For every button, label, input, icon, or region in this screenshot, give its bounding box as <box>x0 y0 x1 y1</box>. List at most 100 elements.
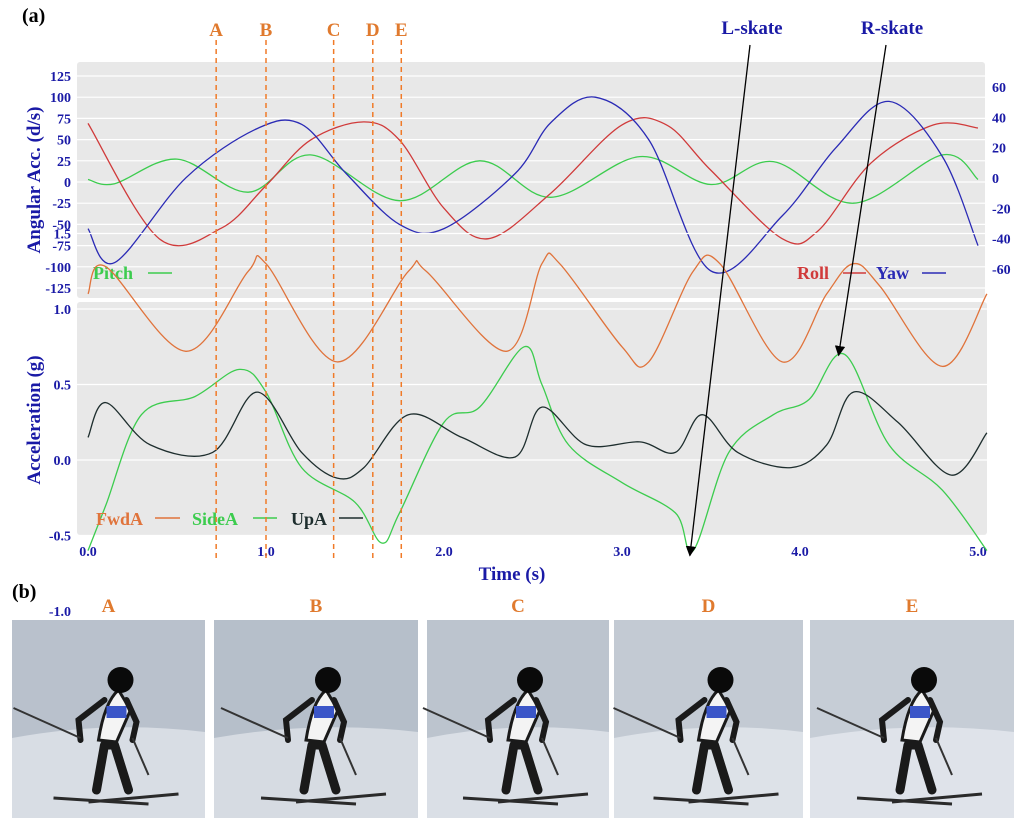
head <box>107 667 134 693</box>
r-skate-arrow <box>834 44 887 357</box>
legs <box>895 740 937 795</box>
acceleration-chart: 1.51.00.50.0-0.5-1.0 0.0 1.0 2.0 3.0 4.0 5.0 … <box>24 228 988 621</box>
legend-roll-text: Roll <box>797 263 829 283</box>
top-legend-right: Roll Yaw <box>797 263 946 283</box>
x-tick-label: 4.0 <box>791 545 809 560</box>
top-y-tick-label: 0 <box>64 176 71 191</box>
photo-b: B <box>214 596 418 818</box>
bottom-y-tick-label: 1.0 <box>54 303 72 318</box>
ski <box>295 792 387 804</box>
x-tick-label: 3.0 <box>613 545 631 560</box>
arm <box>675 697 708 743</box>
top-y2-tick-label: -40 <box>992 233 1011 248</box>
x-tick-label: 0.0 <box>79 545 97 560</box>
arm <box>282 697 315 743</box>
series-sidea-line <box>87 346 988 553</box>
series-pitch-line <box>87 153 979 204</box>
pole <box>731 737 750 776</box>
arm <box>331 697 348 743</box>
bottom-x-ticks: 0.0 1.0 2.0 3.0 4.0 5.0 <box>79 545 987 560</box>
skier-silhouette <box>220 667 387 806</box>
bib <box>314 706 334 718</box>
head <box>707 667 734 693</box>
bib <box>910 706 930 718</box>
pole <box>613 707 681 739</box>
legend-upa-text: UpA <box>291 509 327 529</box>
event-label-b: B <box>260 20 273 41</box>
pole <box>935 737 953 776</box>
top-y-tick-label: 50 <box>57 134 71 149</box>
pole <box>131 737 150 776</box>
ski <box>497 792 589 804</box>
bottom-legend: FwdA SideA UpA <box>96 509 363 529</box>
legs <box>692 740 733 795</box>
top-y-tick-label: 75 <box>57 112 71 127</box>
photo-label-d: D <box>702 596 716 617</box>
bottom-y-tick-label: -0.5 <box>49 530 71 545</box>
bib <box>106 706 127 718</box>
photo-a: A <box>12 596 205 818</box>
angular-acc-chart: 125 100 75 50 25 0 -25 -50 -75 -100 -125 60 40 20 0 -2… <box>24 62 1011 298</box>
pole <box>13 707 81 739</box>
top-y2-tick-label: 40 <box>992 111 1006 126</box>
bottom-y-tick-label: -1.0 <box>49 605 71 620</box>
event-label-a: A <box>209 20 223 41</box>
x-tick-label: 1.0 <box>257 545 275 560</box>
photo-e: E <box>810 596 1014 818</box>
top-y2-tick-label: 20 <box>992 142 1006 157</box>
photo-strip: A B C D E <box>12 596 1014 818</box>
head <box>315 667 341 693</box>
ski <box>891 792 983 804</box>
x-axis-label: Time (s) <box>479 564 546 585</box>
top-y-tick-label: -50 <box>52 218 71 233</box>
skier-silhouette <box>13 667 179 806</box>
bottom-y-ticks: 1.5 1.0 0.5 0.0 -0.5 -1.0 <box>49 228 71 621</box>
legend-fwda-text: FwdA <box>96 509 143 529</box>
top-y2-ticks: 60 40 20 0 -20 -40 -60 <box>992 81 1011 278</box>
bottom-y-axis-label: Acceleration (g) <box>24 355 45 484</box>
pole <box>339 737 357 776</box>
top-y-tick-label: -100 <box>45 261 71 276</box>
series-upa-line <box>87 391 988 480</box>
arm <box>484 697 517 743</box>
arm <box>533 697 550 743</box>
series-roll-line <box>87 117 979 247</box>
bib <box>706 706 727 718</box>
arm <box>927 697 944 743</box>
pole <box>541 737 559 776</box>
r-skate-annotation: R-skate <box>861 18 923 39</box>
photo-label-a: A <box>102 596 116 617</box>
event-label-c: C <box>327 20 341 41</box>
series-yaw-line <box>87 96 979 274</box>
bottom-y-tick-label: 1.5 <box>54 228 72 243</box>
series-fwda-line <box>87 252 988 368</box>
annotations: L-skate R-skate <box>685 18 923 557</box>
top-y-tick-label: 100 <box>50 91 71 106</box>
photo-label-e: E <box>906 596 919 617</box>
photo-label-b: B <box>310 596 323 617</box>
arm <box>123 697 140 743</box>
skier-silhouette <box>816 667 983 806</box>
top-y-ticks: 125 100 75 50 25 0 -25 -50 -75 -100 -125 <box>45 70 71 297</box>
event-label-e: E <box>395 20 408 41</box>
top-gridlines <box>77 75 985 289</box>
legs <box>92 740 133 795</box>
top-y-tick-label: -125 <box>45 282 71 297</box>
top-y-axis-label: Angular Acc. (d/s) <box>24 107 45 254</box>
top-y2-tick-label: 0 <box>992 172 999 187</box>
legend-yaw-text: Yaw <box>876 263 909 283</box>
panel-b-label: (b) <box>12 581 36 603</box>
top-y2-tick-label: 60 <box>992 81 1006 96</box>
arm <box>878 697 911 743</box>
bottom-y-tick-label: 0.5 <box>54 379 72 394</box>
bottom-plot-area <box>77 302 987 535</box>
bottom-series-group <box>87 252 988 553</box>
top-y-tick-label: -75 <box>52 240 71 255</box>
legs <box>299 740 341 795</box>
top-y2-tick-label: -60 <box>992 263 1011 278</box>
pole <box>816 707 885 739</box>
head <box>911 667 937 693</box>
arm <box>723 697 740 743</box>
top-y-tick-label: 25 <box>57 155 71 170</box>
